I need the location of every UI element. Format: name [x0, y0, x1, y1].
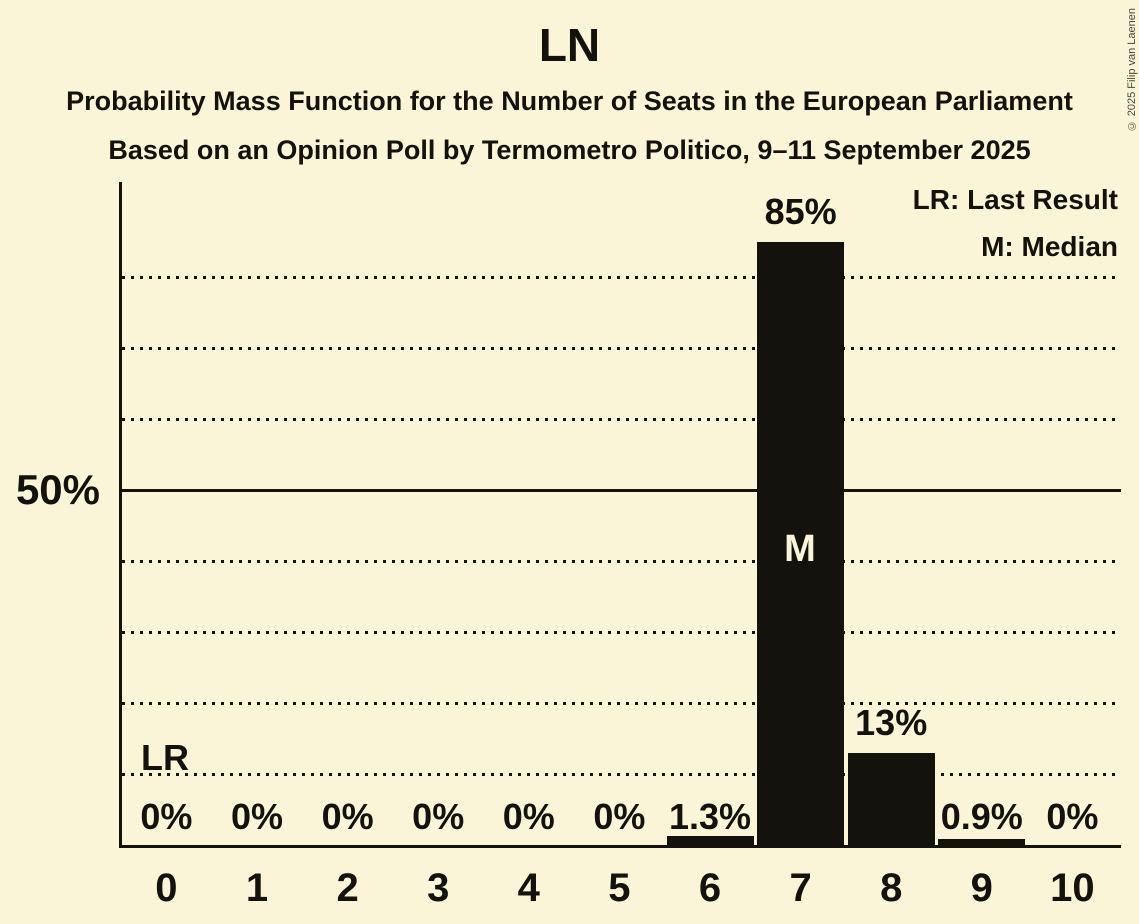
x-tick-label-2: 2 — [336, 866, 359, 910]
bar-value-label-seat-10: 0% — [1046, 796, 1099, 837]
bar-value-label-seat-1: 0% — [230, 796, 284, 837]
gridline-70 — [121, 346, 1121, 350]
chart-subtitle-poll: Based on an Opinion Poll by Termometro P… — [108, 135, 1031, 165]
bar-seat-9 — [938, 838, 1026, 845]
x-tick-label-6: 6 — [698, 866, 722, 910]
x-tick-label-3: 3 — [427, 866, 450, 910]
chart-title: LN — [538, 19, 601, 71]
gridline-40 — [121, 559, 1121, 563]
x-axis-line — [118, 844, 1121, 848]
x-tick-label-7: 7 — [789, 866, 812, 910]
legend-median: M: Median — [981, 231, 1118, 262]
gridline-30 — [121, 630, 1121, 634]
chart-subtitle: Probability Mass Function for the Number… — [66, 86, 1073, 116]
bar-value-label-seat-9: 0.9% — [940, 796, 1023, 837]
bar-value-label-seat-0: 0% — [140, 796, 193, 837]
bar-value-label-seat-5: 0% — [593, 796, 646, 837]
last-result-marker: LR — [141, 737, 189, 778]
gridline-20 — [121, 701, 1121, 705]
bar-value-label-seat-3: 0% — [412, 796, 465, 837]
y-axis-line — [118, 182, 122, 848]
bar-value-label-seat-2: 0% — [321, 796, 374, 837]
gridline-60 — [121, 417, 1121, 421]
median-marker: M — [784, 528, 816, 570]
bar-seat-8 — [847, 752, 935, 845]
gridline-solid-50 — [121, 488, 1121, 492]
x-tick-label-4: 4 — [517, 866, 540, 910]
bar-value-label-seat-7: 85% — [764, 190, 837, 232]
x-tick-label-0: 0 — [155, 866, 178, 910]
bar-value-label-seat-8: 13% — [855, 701, 928, 743]
x-tick-label-10: 10 — [1050, 866, 1095, 910]
bar-value-label-seat-6: 1.3% — [668, 796, 752, 837]
x-tick-label-8: 8 — [880, 866, 903, 910]
bar-seat-7 — [757, 241, 845, 845]
y-axis-tick-label: 50% — [15, 466, 100, 513]
legend-last-result: LR: Last Result — [912, 184, 1118, 215]
gridline-10 — [121, 772, 1121, 776]
bar-value-label-seat-4: 0% — [502, 796, 555, 837]
bar-seat-6 — [666, 835, 754, 845]
x-tick-label-1: 1 — [245, 866, 269, 910]
x-tick-label-5: 5 — [608, 866, 631, 910]
gridline-80 — [121, 275, 1121, 279]
x-tick-label-9: 9 — [970, 866, 993, 910]
